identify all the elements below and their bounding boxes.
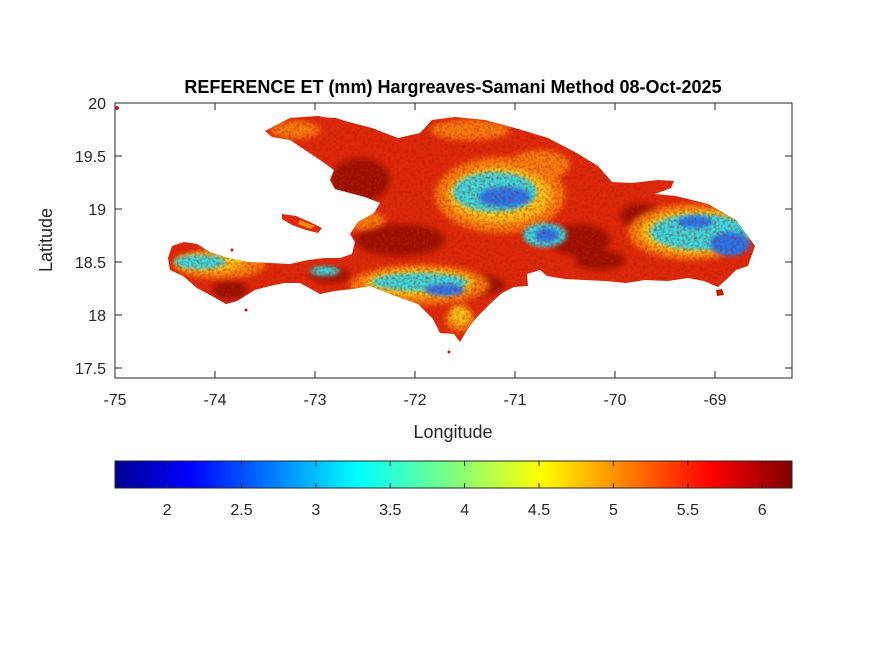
x-tick-label: -70 <box>603 392 626 409</box>
y-tick-label: 20 <box>88 96 106 113</box>
x-tick-label: -75 <box>103 392 126 409</box>
x-tick-label: -69 <box>703 392 726 409</box>
y-tick-labels: 20 19.5 19 18.5 18 17.5 <box>75 96 106 378</box>
y-tick-label: 17.5 <box>75 361 106 378</box>
y-tick-label: 18 <box>88 308 106 325</box>
colorbar-tick-label: 6 <box>758 502 767 519</box>
colorbar-tick-label: 5.5 <box>677 502 699 519</box>
x-tick-label: -73 <box>303 392 326 409</box>
colorbar <box>114 460 793 489</box>
x-axis-title: Longitude <box>413 422 492 442</box>
colorbar-tick-label: 3.5 <box>379 502 401 519</box>
x-tick-label: -72 <box>403 392 426 409</box>
x-tick-labels: -75 -74 -73 -72 -71 -70 -69 <box>103 392 726 409</box>
axis-ticks <box>114 102 792 378</box>
colorbar-tick-label: 2.5 <box>230 502 252 519</box>
y-tick-label: 18.5 <box>75 255 106 272</box>
colorbar-tick-labels: 2 2.5 3 3.5 4 4.5 5 5.5 6 <box>163 502 767 519</box>
y-tick-label: 19.5 <box>75 149 106 166</box>
y-axis-title: Latitude <box>36 208 56 272</box>
map-title: REFERENCE ET (mm) Hargreaves-Samani Meth… <box>184 77 721 97</box>
colorbar-tick-label: 2 <box>163 502 172 519</box>
colorbar-tick-label: 4.5 <box>528 502 550 519</box>
colorbar-ticks <box>166 461 763 488</box>
colorbar-tick-label: 5 <box>609 502 618 519</box>
y-tick-label: 19 <box>88 202 106 219</box>
x-tick-label: -74 <box>203 392 226 409</box>
colorbar-tick-label: 3 <box>311 502 320 519</box>
colorbar-tick-label: 4 <box>460 502 469 519</box>
saona-island <box>716 289 724 296</box>
x-tick-label: -71 <box>503 392 526 409</box>
